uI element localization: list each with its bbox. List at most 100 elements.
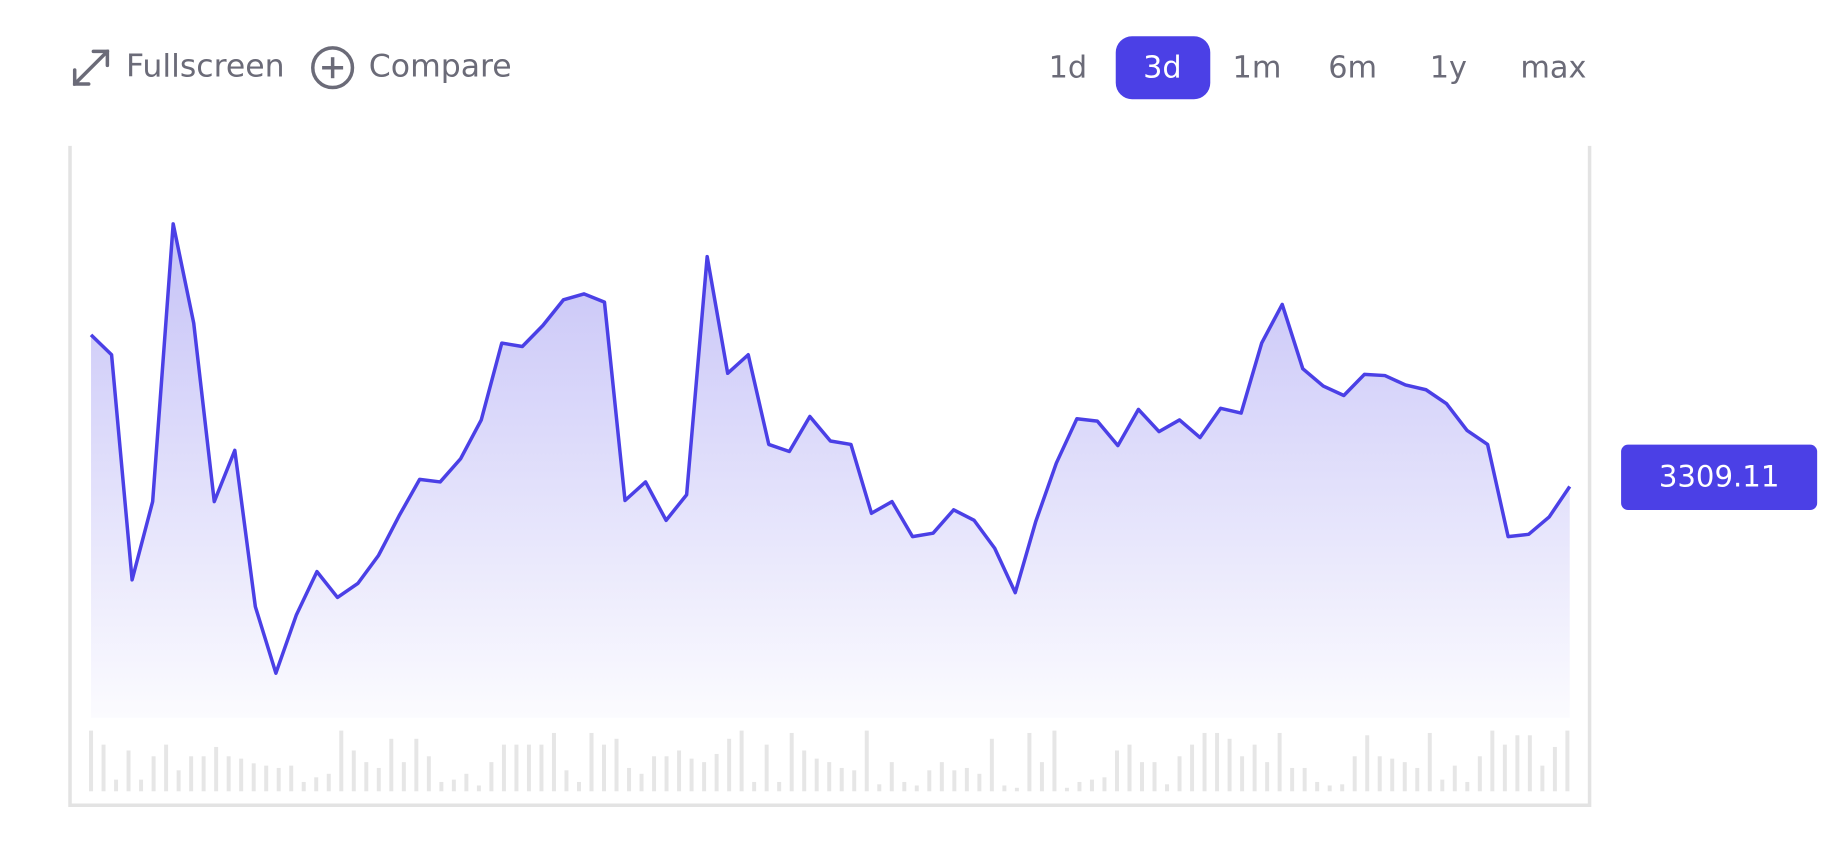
volume-bar [1515, 735, 1520, 792]
volume-bar [389, 738, 394, 792]
volume-bar [501, 744, 506, 792]
chart-frame [68, 145, 1592, 808]
volume-bar [364, 762, 369, 792]
volume-bar [114, 779, 119, 792]
range-active-bg [1115, 36, 1211, 100]
volume-bar [902, 781, 907, 792]
range-button[interactable]: 1m [1233, 50, 1282, 85]
volume-bar [1089, 779, 1094, 792]
volume-bar [1227, 738, 1232, 792]
volume-bar [126, 750, 131, 792]
range-button[interactable]: max [1520, 50, 1586, 85]
compare-label: Compare [369, 49, 512, 85]
volume-bar [514, 744, 519, 792]
volume-bar [1215, 732, 1220, 792]
volume-bar [151, 756, 156, 792]
volume-bar [239, 758, 244, 792]
volume-bar [1427, 732, 1432, 792]
compare-icon [311, 46, 355, 90]
volume-bar [464, 773, 469, 792]
volume-bar [426, 756, 431, 792]
volume-bar [789, 732, 794, 792]
volume-bar [414, 738, 419, 792]
range-selector: 1d 3d 1m 6m 1y max [1049, 36, 1586, 100]
volume-bar [1014, 787, 1019, 792]
volume-bar [577, 781, 581, 792]
volume-bar [652, 756, 657, 792]
volume-bar [1177, 756, 1182, 792]
volume-bar [802, 750, 807, 792]
volume-bar [1165, 784, 1170, 792]
volume-bar [139, 779, 144, 792]
volume-bar [677, 750, 682, 792]
volume-bar [1127, 744, 1132, 792]
range-label: 1d [1049, 50, 1088, 85]
volume-bar [1140, 762, 1144, 792]
volume-bar [1265, 762, 1270, 792]
volume-bar [539, 744, 544, 792]
volume-bar [401, 762, 406, 792]
volume-bar [1202, 732, 1207, 792]
volume-bar [927, 770, 932, 792]
fullscreen-label: Fullscreen [126, 49, 285, 85]
volume-bar [777, 781, 782, 792]
volume-bar [739, 730, 744, 792]
volume-bar [727, 738, 732, 792]
volume-bar [1402, 762, 1407, 792]
volume-bar [1240, 756, 1245, 792]
volume-bar [689, 758, 694, 792]
volume-bar [939, 762, 944, 792]
range-button[interactable]: 3d [1115, 36, 1211, 100]
volume-bar [764, 744, 769, 792]
price-tag-label: 3309.11 [1659, 460, 1780, 494]
volume-bar [376, 767, 381, 792]
volume-bar [1315, 781, 1320, 792]
volume-bar [476, 785, 481, 792]
volume-bar [589, 732, 594, 792]
volume-bar [989, 738, 994, 792]
volume-bar [1490, 730, 1495, 792]
volume-bar [627, 767, 632, 792]
range-button[interactable]: 1y [1430, 50, 1467, 85]
volume-bar [852, 770, 857, 792]
volume-bar [1115, 750, 1119, 792]
price-tag: 3309.11 [1621, 444, 1818, 511]
volume-bar [564, 770, 569, 792]
fullscreen-button[interactable]: Fullscreen [72, 49, 285, 86]
volume-bar [1390, 758, 1395, 792]
range-button[interactable]: 1d [1049, 50, 1088, 85]
volume-bar [1415, 767, 1420, 792]
volume-bar [1027, 732, 1032, 792]
volume-bar [451, 779, 456, 792]
volume-bar [964, 767, 969, 792]
volume-bar [714, 753, 719, 792]
volume-bar [1190, 744, 1195, 792]
range-button[interactable]: 6m [1328, 50, 1377, 85]
range-label: 1m [1233, 50, 1282, 85]
volume-bar [889, 762, 894, 792]
volume-bar [877, 784, 882, 792]
volume-bar [164, 744, 169, 792]
volume-bar [814, 758, 819, 792]
volume-bar [1152, 762, 1157, 792]
range-label: 6m [1328, 50, 1377, 85]
volume-bar [551, 732, 556, 792]
volume-bar [639, 773, 644, 792]
volume-bar [189, 756, 194, 792]
compare-button[interactable]: Compare [311, 46, 512, 90]
volume-bar [1052, 730, 1057, 792]
volume-bar [1502, 744, 1507, 792]
volume-bar [489, 762, 494, 792]
range-label: 1y [1430, 50, 1467, 85]
volume-bar [1540, 765, 1545, 792]
range-label: 3d [1143, 50, 1182, 85]
volume-bar [952, 770, 957, 792]
volume-bar [1477, 756, 1482, 792]
plot [89, 222, 1572, 792]
volume-bar [214, 746, 219, 792]
volume-bar [301, 781, 306, 792]
volume-bar [1340, 784, 1345, 792]
volume-bar [1527, 735, 1532, 792]
volume-bar [1377, 756, 1382, 792]
